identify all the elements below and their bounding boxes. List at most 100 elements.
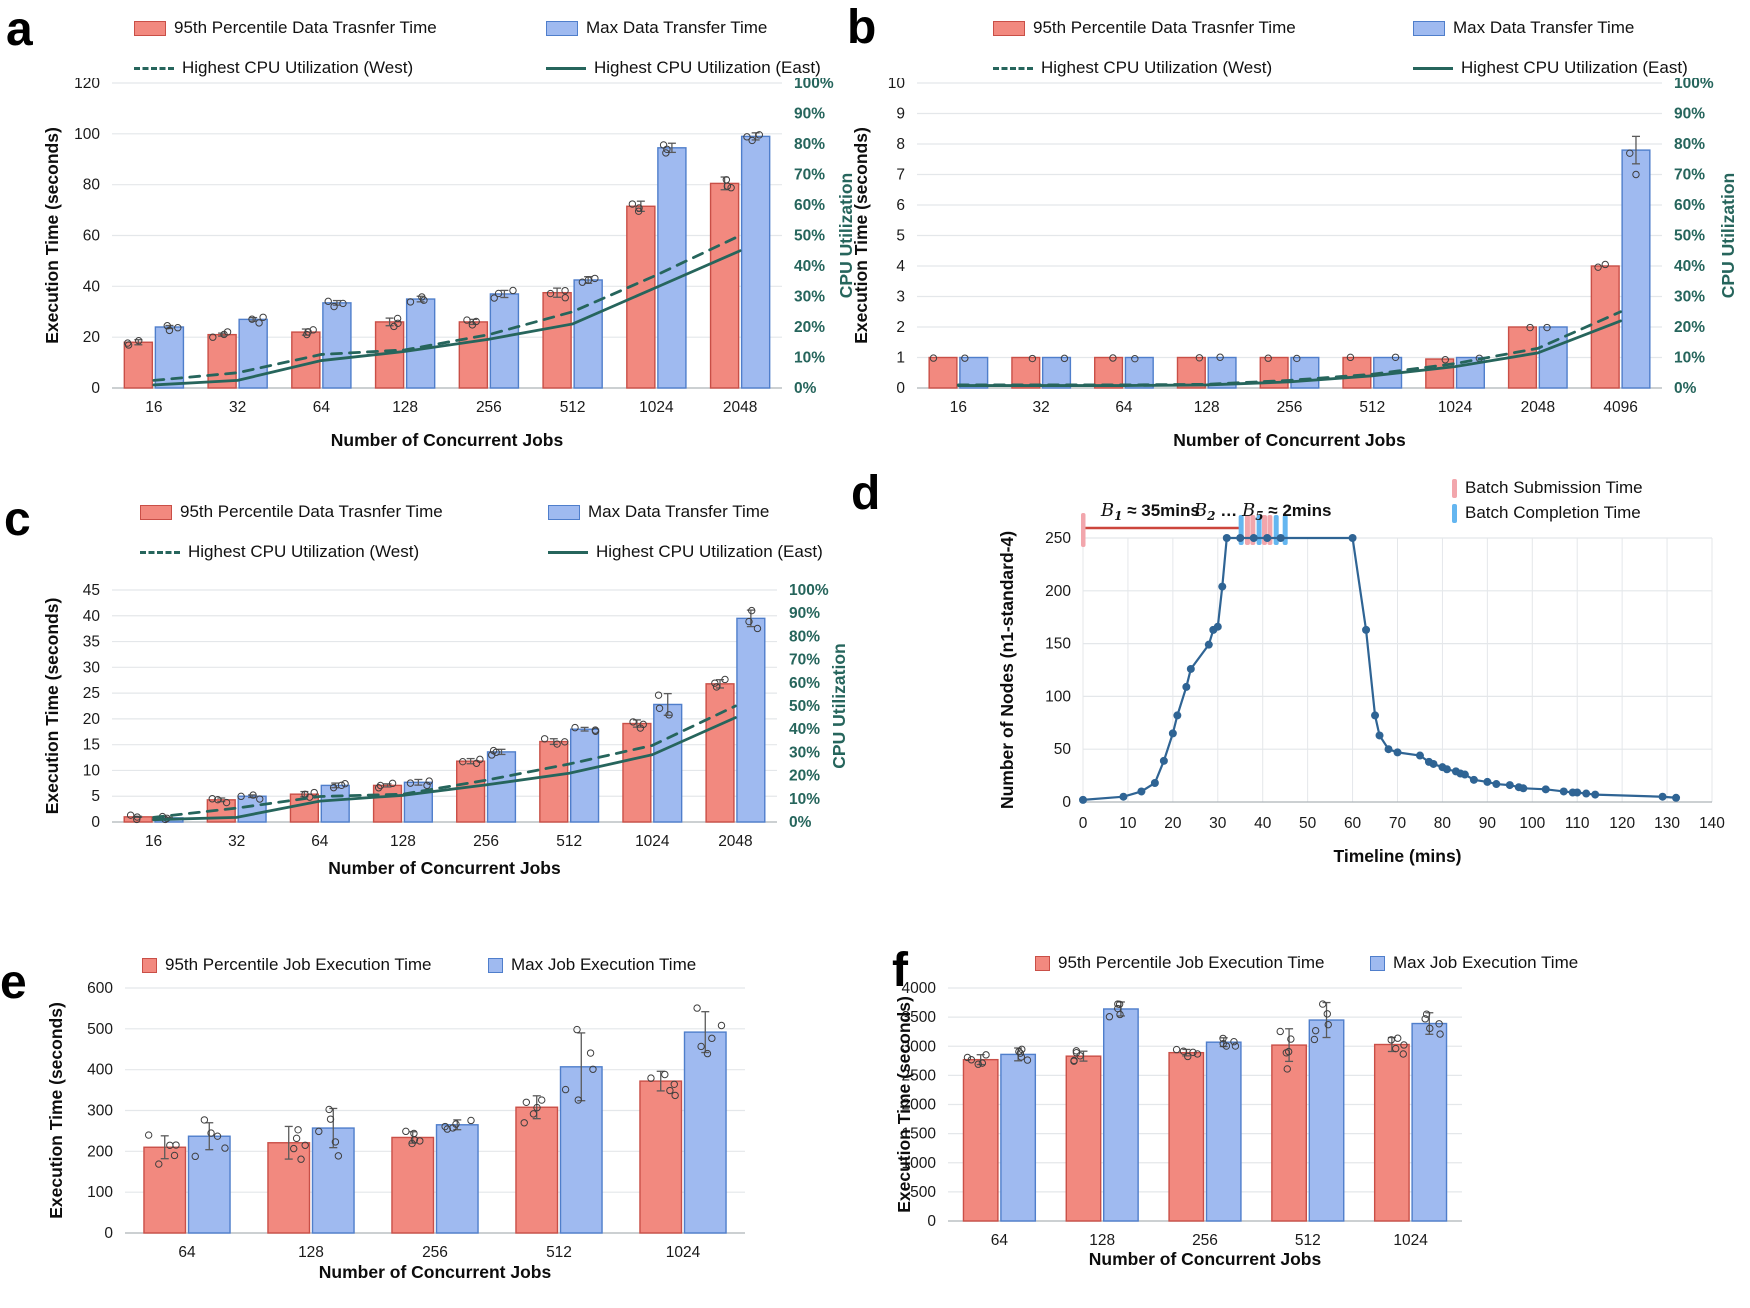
svg-text:20: 20 <box>83 329 101 346</box>
svg-text:128: 128 <box>392 399 418 416</box>
svg-text:Number of Nodes (n1-standard-4: Number of Nodes (n1-standard-4) <box>997 531 1017 809</box>
svg-text:30%: 30% <box>1674 289 1705 306</box>
panel-letter-a: a <box>6 3 33 56</box>
svg-text:2048: 2048 <box>1521 399 1555 416</box>
legend-label: Highest CPU Utilization (East) <box>1461 58 1688 77</box>
legend-item: 95th Percentile Data Trasnfer Time <box>140 502 548 522</box>
svg-text:16: 16 <box>950 399 967 416</box>
svg-text:40%: 40% <box>789 721 820 738</box>
svg-text:128: 128 <box>1194 399 1220 416</box>
svg-text:256: 256 <box>473 833 499 850</box>
svg-text:16: 16 <box>145 399 162 416</box>
svg-text:70%: 70% <box>1674 167 1705 184</box>
svg-text:80: 80 <box>83 177 101 194</box>
svg-text:40%: 40% <box>794 258 825 275</box>
svg-text:4000: 4000 <box>902 980 937 997</box>
svg-text:400: 400 <box>87 1062 113 1079</box>
legend-c: 95th Percentile Data Trasnfer Time Max D… <box>0 480 855 562</box>
svg-text:128: 128 <box>390 833 416 850</box>
svg-text:32: 32 <box>228 833 245 850</box>
legend-label: Highest CPU Utilization (West) <box>182 58 414 77</box>
svg-text:9: 9 <box>896 106 905 123</box>
svg-text:256: 256 <box>422 1244 448 1261</box>
svg-text:90%: 90% <box>789 605 820 622</box>
svg-text:0%: 0% <box>1674 380 1697 397</box>
solid-line-swatch <box>548 550 588 554</box>
bar-swatch-blue <box>1413 20 1445 36</box>
svg-text:50%: 50% <box>789 698 820 715</box>
legend-item: Highest CPU Utilization (East) <box>548 542 855 562</box>
svg-text:3500: 3500 <box>902 1009 937 1026</box>
svg-text:40: 40 <box>83 278 101 295</box>
legend-item: Highest CPU Utilization (East) <box>546 58 862 78</box>
svg-text:60%: 60% <box>789 675 820 692</box>
svg-text:90%: 90% <box>1674 106 1705 123</box>
svg-text:1024: 1024 <box>635 833 670 850</box>
dashed-line-swatch <box>140 550 180 554</box>
svg-text:5: 5 <box>91 788 100 805</box>
svg-text:90: 90 <box>1479 815 1497 832</box>
legend-label: 95th Percentile Job Execution Time <box>165 955 432 974</box>
svg-text:256: 256 <box>476 399 502 416</box>
svg-text:0: 0 <box>91 380 100 397</box>
svg-text:200: 200 <box>87 1143 113 1160</box>
legend-label: Max Job Execution Time <box>511 955 697 974</box>
svg-text:0: 0 <box>104 1225 113 1242</box>
panel-f: f 95th Percentile Job Execution Time Max… <box>780 945 1750 1308</box>
bar-swatch-blue <box>488 957 503 973</box>
bar-swatch-red <box>1035 955 1050 971</box>
legend-item: 95th Percentile Data Trasnfer Time <box>134 18 546 38</box>
svg-text:Number of Concurrent Jobs: Number of Concurrent Jobs <box>1089 1249 1322 1269</box>
svg-text:0: 0 <box>896 380 905 397</box>
svg-text:7: 7 <box>896 167 905 184</box>
svg-text:100: 100 <box>87 1184 113 1201</box>
svg-text:128: 128 <box>298 1244 324 1261</box>
svg-text:Execution Time (seconds): Execution Time (seconds) <box>42 127 62 344</box>
svg-text:100%: 100% <box>789 582 829 599</box>
legend-d: Batch Submission Time Batch Completion T… <box>1452 478 1643 523</box>
legend-item: 95th Percentile Job Execution Time <box>1035 953 1370 973</box>
svg-text:10: 10 <box>1119 815 1137 832</box>
legend-label: Highest CPU Utilization (West) <box>188 542 420 561</box>
legend-item: Max Data Transfer Time <box>548 502 855 522</box>
chart-a-svg: 0 20 40 60 80 100 120 0% 10% 20% 30% 40% 50% 60% 70% 80… <box>42 78 856 450</box>
svg-text:600: 600 <box>87 980 113 997</box>
legend-item: Batch Completion Time <box>1452 503 1643 523</box>
panel-letter-c: c <box>4 493 31 546</box>
legend-a: 95th Percentile Data Trasnfer Time Max D… <box>0 0 862 78</box>
legend-label: Max Data Transfer Time <box>586 18 768 37</box>
svg-text:0%: 0% <box>789 814 812 831</box>
svg-text:70: 70 <box>1389 815 1407 832</box>
svg-text:Number of Concurrent Jobs: Number of Concurrent Jobs <box>328 858 561 878</box>
svg-text:64: 64 <box>991 1232 1009 1249</box>
svg-text:50: 50 <box>1299 815 1317 832</box>
legend-label: Max Job Execution Time <box>1393 953 1579 972</box>
svg-text:6: 6 <box>896 197 905 214</box>
svg-text:0: 0 <box>927 1213 936 1230</box>
svg-text:60%: 60% <box>794 197 825 214</box>
svg-text:20: 20 <box>1164 815 1182 832</box>
svg-text:60%: 60% <box>1674 197 1705 214</box>
svg-text:500: 500 <box>910 1184 936 1201</box>
legend-label: 95th Percentile Data Trasnfer Time <box>174 18 437 37</box>
panel-c: c 95th Percentile Data Trasnfer Time Max… <box>0 480 855 945</box>
svg-text:40%: 40% <box>1674 258 1705 275</box>
svg-text:10: 10 <box>888 78 906 92</box>
svg-text:70%: 70% <box>794 167 825 184</box>
chart-e-svg: 0 100 200 300 400 500 600 64 128 256 512 1024 Number… <box>46 980 745 1282</box>
svg-text:10%: 10% <box>794 350 825 367</box>
svg-text:20%: 20% <box>789 768 820 785</box>
svg-text:1024: 1024 <box>1393 1232 1428 1249</box>
svg-text:64: 64 <box>311 833 329 850</box>
svg-text:3: 3 <box>896 289 905 306</box>
legend-label: 95th Percentile Job Execution Time <box>1058 953 1325 972</box>
legend-label: 95th Percentile Data Trasnfer Time <box>1033 18 1296 37</box>
svg-text:60: 60 <box>83 228 101 245</box>
svg-text:30%: 30% <box>794 289 825 306</box>
svg-text:140: 140 <box>1699 815 1725 832</box>
svg-text:Execution Time (seconds): Execution Time (seconds) <box>42 598 62 815</box>
svg-text:5: 5 <box>896 228 905 245</box>
svg-text:110: 110 <box>1565 815 1590 832</box>
svg-text:60: 60 <box>1344 815 1362 832</box>
